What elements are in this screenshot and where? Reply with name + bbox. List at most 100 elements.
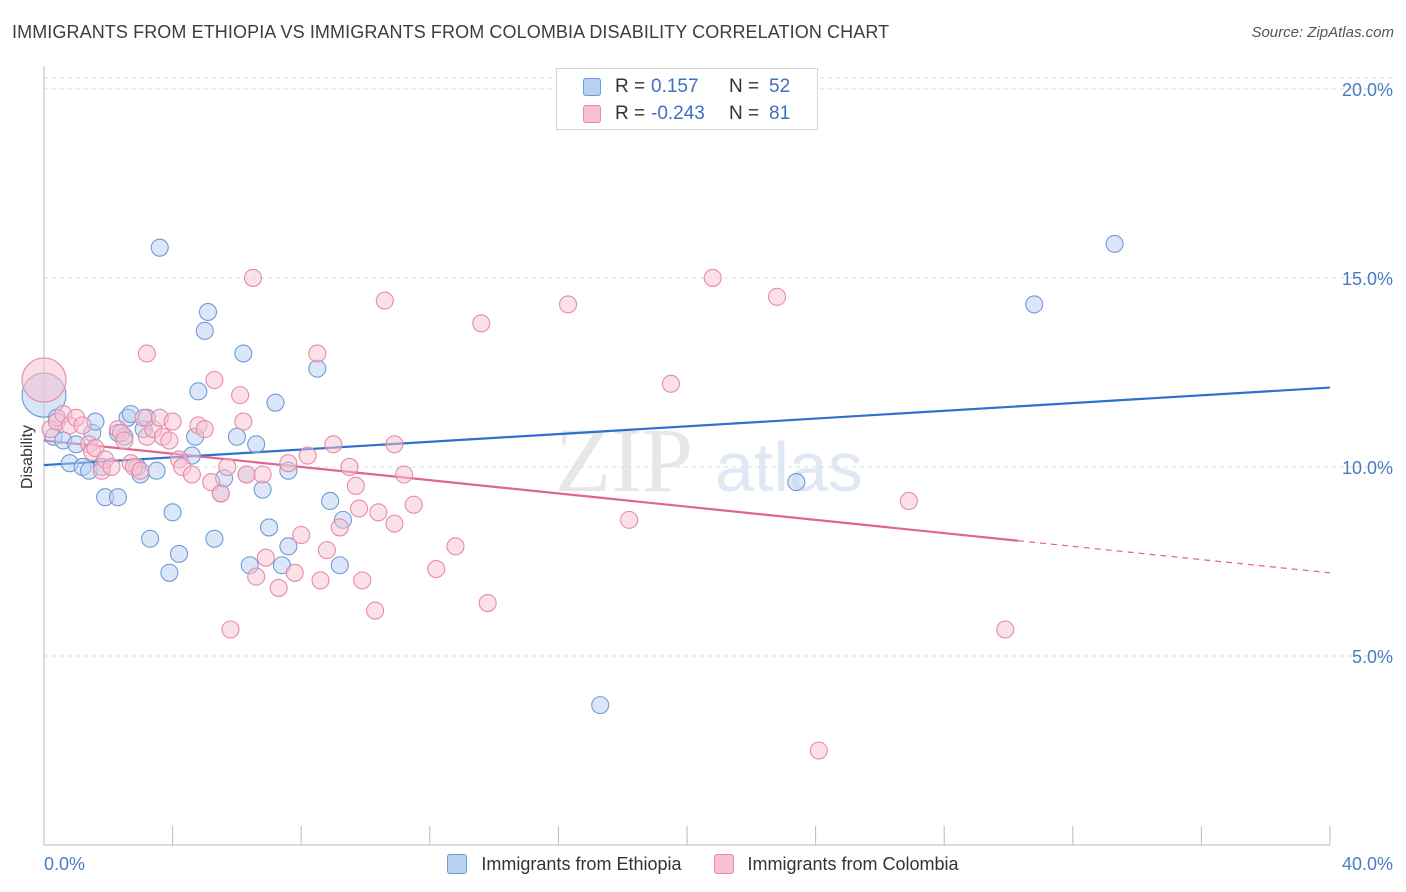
- point-series-1: [298, 446, 317, 465]
- point-series-1: [558, 295, 578, 314]
- point-series-1: [218, 457, 237, 477]
- data-points: [21, 234, 1124, 760]
- point-series-0: [253, 480, 272, 499]
- point-series-1: [279, 454, 298, 473]
- point-series-0: [266, 393, 285, 412]
- tick-labels: 5.0% 10.0% 15.0% 20.0% 0.0% 40.0%: [44, 80, 1393, 874]
- point-series-0: [195, 321, 214, 340]
- point-series-1: [375, 291, 394, 310]
- point-series-1: [253, 465, 272, 484]
- point-series-1: [385, 514, 404, 533]
- axes: [43, 66, 1331, 846]
- point-series-1: [21, 357, 67, 403]
- point-series-1: [404, 495, 423, 514]
- y-tick-label: 10.0%: [1342, 458, 1393, 478]
- point-series-1: [366, 601, 385, 620]
- point-series-0: [321, 491, 340, 511]
- point-series-1: [205, 370, 224, 390]
- point-series-1: [237, 465, 256, 484]
- x-tick-label: 40.0%: [1342, 854, 1393, 874]
- point-series-1: [446, 537, 465, 556]
- point-series-1: [385, 435, 404, 454]
- point-series-0: [198, 302, 218, 322]
- series-label-colombia: Immigrants from Colombia: [747, 853, 959, 874]
- point-series-0: [1025, 295, 1044, 314]
- point-series-1: [269, 578, 288, 597]
- point-series-1: [115, 431, 134, 450]
- point-series-1: [340, 457, 359, 477]
- y-tick-label: 15.0%: [1342, 269, 1393, 289]
- point-series-1: [472, 314, 491, 333]
- point-series-0: [189, 382, 208, 401]
- point-series-1: [346, 476, 365, 495]
- point-series-1: [247, 567, 266, 586]
- point-series-1: [221, 620, 240, 639]
- point-series-0: [160, 563, 179, 582]
- point-series-1: [102, 457, 121, 477]
- series-swatch-ethiopia: [447, 854, 468, 874]
- legend-row-colombia: R = -0.243 N = 81: [583, 102, 790, 126]
- correlation-legend: R = 0.157 N = 52 R = -0.243 N = 81: [556, 68, 818, 130]
- point-series-1: [292, 525, 311, 545]
- point-series-1: [308, 344, 327, 363]
- point-series-1: [427, 559, 446, 579]
- point-series-1: [330, 518, 349, 537]
- series-legend-colombia[interactable]: Immigrants from Colombia: [713, 853, 959, 875]
- point-series-1: [703, 268, 722, 287]
- series-legend-ethiopia[interactable]: Immigrants from Ethiopia: [447, 853, 682, 875]
- point-series-0: [150, 238, 169, 257]
- point-series-0: [169, 544, 189, 563]
- point-series-1: [899, 491, 918, 511]
- point-series-1: [353, 571, 372, 590]
- point-series-1: [234, 412, 253, 431]
- point-series-1: [395, 465, 414, 484]
- point-series-0: [247, 435, 266, 454]
- trend-line-1: [43, 439, 1019, 542]
- legend-n-label: N =: [729, 76, 760, 97]
- legend-swatch-colombia: [583, 105, 601, 123]
- legend-r-value: -0.243: [651, 103, 705, 124]
- point-series-1: [131, 461, 150, 480]
- legend-n-value: 52: [769, 76, 791, 97]
- point-series-1: [285, 563, 304, 582]
- x-tick-label: 0.0%: [44, 854, 85, 874]
- point-series-0: [787, 473, 806, 492]
- point-series-1: [311, 571, 330, 590]
- point-series-1: [256, 548, 275, 567]
- series-swatch-colombia: [713, 854, 734, 874]
- legend-r-value: 0.157: [651, 76, 699, 97]
- point-series-1: [137, 344, 156, 363]
- point-series-0: [330, 556, 349, 575]
- point-series-0: [308, 359, 327, 378]
- point-series-1: [211, 484, 230, 503]
- legend-row-ethiopia: R = 0.157 N = 52: [583, 75, 790, 99]
- chart-title: IMMIGRANTS FROM ETHIOPIA VS IMMIGRANTS F…: [12, 22, 890, 42]
- point-series-1: [809, 741, 828, 760]
- series-legend: Immigrants from Ethiopia Immigrants from…: [0, 852, 1406, 876]
- legend-r-label: R =: [615, 76, 646, 97]
- point-series-1: [182, 465, 201, 484]
- point-series-1: [996, 620, 1015, 639]
- point-series-0: [279, 537, 298, 556]
- series-label-ethiopia: Immigrants from Ethiopia: [481, 853, 682, 874]
- point-series-1: [231, 386, 250, 405]
- source-label: Source: ZipAtlas.com: [1251, 24, 1394, 41]
- point-series-1: [478, 593, 497, 613]
- point-series-1: [163, 412, 182, 431]
- y-tick-label: 20.0%: [1342, 80, 1393, 100]
- point-series-1: [317, 541, 336, 560]
- y-tick-label: 5.0%: [1352, 647, 1393, 667]
- point-series-1: [243, 268, 263, 287]
- point-series-1: [350, 499, 369, 518]
- point-series-1: [73, 416, 92, 435]
- legend-r-label: R =: [615, 103, 646, 124]
- point-series-1: [369, 503, 388, 522]
- point-series-0: [205, 529, 224, 548]
- point-series-0: [108, 488, 127, 507]
- point-series-1: [661, 374, 680, 393]
- point-series-0: [147, 461, 166, 480]
- point-series-1: [160, 431, 179, 450]
- point-series-0: [141, 529, 160, 548]
- y-axis-label: Disability: [19, 425, 36, 489]
